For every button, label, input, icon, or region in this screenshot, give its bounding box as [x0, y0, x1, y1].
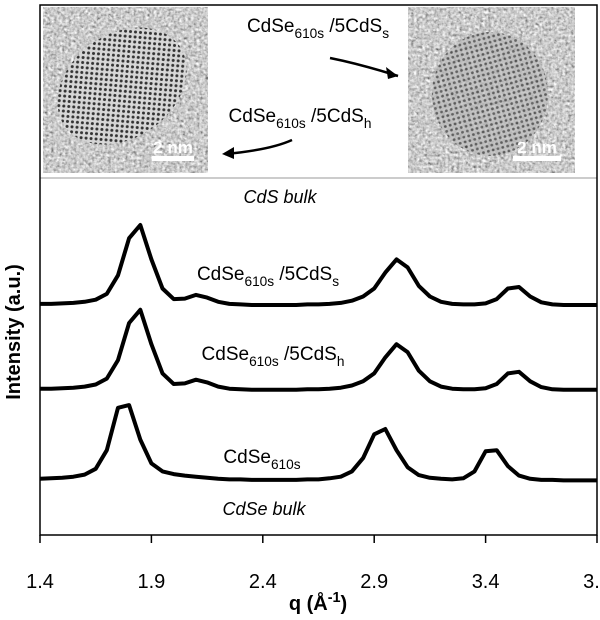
- text-part: /5CdS: [306, 106, 364, 127]
- line-series: [40, 307, 597, 392]
- text-part: CdSe: [229, 106, 277, 127]
- x-tick-label: 3.4: [472, 571, 500, 593]
- arrow: [224, 138, 293, 156]
- text-part: h: [364, 116, 372, 131]
- inset-annotation: CdSe610s /5CdSh: [229, 106, 372, 131]
- arrow-head: [222, 147, 234, 159]
- y-axis-label: Intensity (a.u.): [3, 264, 25, 400]
- text-part: h: [337, 354, 345, 369]
- text-part: q (Å: [289, 591, 328, 615]
- text-part: /5CdS: [279, 344, 337, 365]
- scale-bar-label: 2 nm: [153, 138, 193, 157]
- scale-bar-label: 2 nm: [517, 138, 557, 157]
- x-tick-label: 2.9: [360, 571, 388, 593]
- series-label: CdSe610s /5CdSs: [197, 264, 339, 289]
- text-part: 610s: [271, 457, 301, 472]
- x-tick-label: 2.4: [249, 571, 277, 593]
- x-tick-label: 1.9: [137, 571, 165, 593]
- line-series: [39, 403, 597, 483]
- arrow-head: [386, 67, 398, 79]
- text-part: /5CdS: [324, 16, 382, 37]
- x-tick-label: 3.9: [583, 571, 600, 593]
- tem-inset-right: [408, 7, 575, 173]
- x-axis-label: q (Å-1): [289, 590, 347, 615]
- reference-label: CdS bulk: [243, 187, 317, 207]
- text-part: CdSe: [247, 16, 295, 37]
- x-tick-label: 1.4: [26, 571, 54, 593]
- text-part: 610s: [249, 354, 279, 369]
- line-series: [40, 223, 597, 307]
- text-part: s: [382, 26, 389, 41]
- text-part: -1: [328, 590, 341, 606]
- text-part: 610s: [276, 116, 306, 131]
- text-part: s: [332, 274, 339, 289]
- tem-inset-left: [43, 7, 208, 173]
- text-part: CdSe: [202, 344, 250, 365]
- series-label: CdSe610s /5CdSh: [202, 344, 345, 369]
- text-part: CdSe: [197, 264, 245, 285]
- text-part: 610s: [294, 26, 324, 41]
- text-part: CdSe: [223, 447, 271, 468]
- reference-label: CdSe bulk: [222, 499, 306, 519]
- plot-frame: [39, 4, 598, 536]
- text-part: 610s: [244, 274, 274, 289]
- text-part: ): [341, 593, 348, 615]
- inset-annotation: CdSe610s /5CdSs: [247, 16, 389, 41]
- text-part: /5CdS: [274, 264, 332, 285]
- series-label: CdSe610s: [223, 447, 300, 472]
